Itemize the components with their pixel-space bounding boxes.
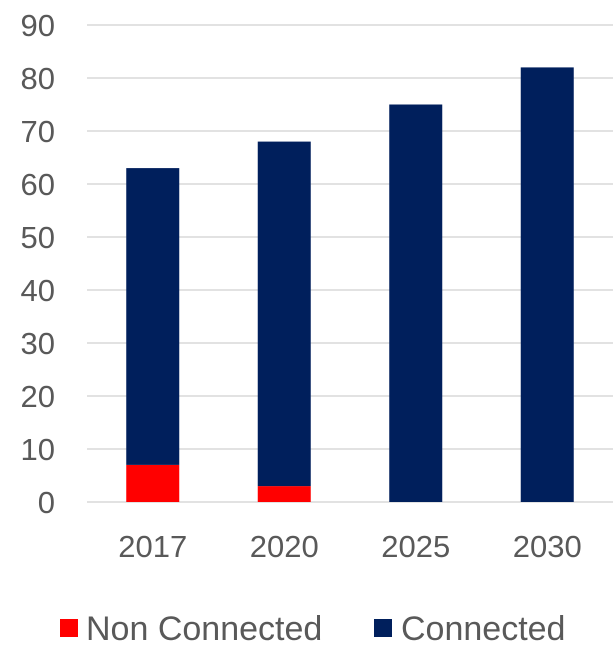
y-tick-label-10: 10 (21, 432, 55, 467)
legend-label-connected: Connected (401, 610, 565, 645)
legend-swatch-non-connected (60, 619, 78, 637)
y-tick-label-40: 40 (21, 273, 55, 308)
y-tick-label-0: 0 (38, 485, 55, 520)
bar-2030-connected (520, 67, 574, 503)
bar-2025-connected (389, 104, 443, 502)
y-tick-label-50: 50 (21, 220, 55, 255)
y-tick-label-20: 20 (21, 379, 55, 414)
bar-2017-non-connected (126, 464, 180, 502)
x-axis-ticks: 2017 2020 2025 2030 (118, 529, 581, 564)
legend: Non Connected Connected (60, 610, 565, 645)
legend-swatch-connected (374, 619, 392, 637)
y-tick-label-30: 30 (21, 326, 55, 361)
bar-2020-non-connected (257, 486, 311, 502)
x-tick-label-2030: 2030 (513, 529, 582, 564)
bars (126, 67, 574, 503)
bar-2020-connected (257, 141, 311, 487)
bar-2017-connected (126, 168, 180, 465)
legend-label-non-connected: Non Connected (86, 610, 322, 645)
x-tick-label-2020: 2020 (250, 529, 319, 564)
y-tick-label-80: 80 (21, 61, 55, 96)
x-tick-label-2025: 2025 (381, 529, 450, 564)
y-tick-label-90: 90 (21, 8, 55, 43)
x-tick-label-2017: 2017 (118, 529, 187, 564)
y-tick-label-70: 70 (21, 114, 55, 149)
y-tick-label-60: 60 (21, 167, 55, 202)
y-axis-ticks: 0 10 20 30 40 50 60 70 80 90 (21, 8, 55, 520)
